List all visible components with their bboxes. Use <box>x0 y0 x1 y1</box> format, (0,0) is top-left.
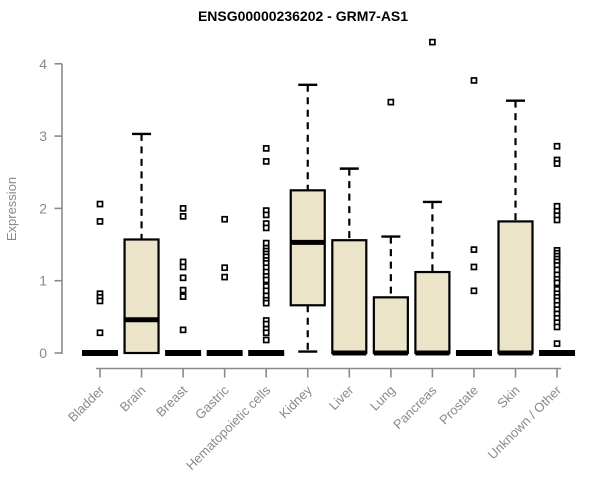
outlier-point <box>262 211 270 219</box>
median-line <box>124 317 159 323</box>
box-liver <box>331 167 368 356</box>
outlier-point <box>179 263 187 271</box>
chart-title: ENSG00000236202 - GRM7-AS1 <box>198 8 408 24</box>
outlier-point <box>553 340 561 347</box>
x-tick-label-bladder: Bladder <box>65 382 108 425</box>
outlier-point <box>262 276 270 284</box>
outlier-point <box>221 215 228 223</box>
iqr-box <box>497 220 534 355</box>
box-unknown-other <box>539 142 576 356</box>
outlier-point <box>179 293 187 300</box>
outlier-point <box>179 326 187 334</box>
outlier-point <box>470 263 478 271</box>
outlier-point <box>262 336 270 344</box>
box-prostate <box>455 77 492 356</box>
outlier-point <box>179 274 187 282</box>
outlier-point <box>387 98 395 106</box>
outlier-point <box>429 38 436 46</box>
median-line <box>498 350 533 356</box>
outlier-point <box>470 246 478 253</box>
outlier-point <box>262 299 270 307</box>
y-tick-label: 2 <box>39 200 47 216</box>
x-tick-label-lung: Lung <box>367 383 398 414</box>
box-brain <box>123 132 160 355</box>
outlier-point <box>470 77 478 84</box>
collapsed-box <box>165 350 202 356</box>
outlier-point <box>553 216 561 224</box>
outlier-point <box>553 279 561 287</box>
x-tick-label-skin: Skin <box>494 383 522 411</box>
iqr-box <box>331 239 368 355</box>
y-axis-label: Expression <box>4 177 19 241</box>
x-tick-label-breast: Breast <box>153 382 190 419</box>
box-hematopoietic-cells <box>248 145 285 356</box>
outlier-point <box>553 160 561 167</box>
x-tick-label-kidney: Kidney <box>276 382 315 421</box>
iqr-box <box>289 189 326 307</box>
box-pancreas <box>414 38 451 356</box>
outlier-point <box>553 323 561 331</box>
outlier-point <box>96 218 104 225</box>
outlier-point <box>179 286 187 294</box>
x-tick-label-liver: Liver <box>326 382 357 413</box>
x-tick-label-prostate: Prostate <box>436 383 481 428</box>
outlier-point <box>179 213 187 220</box>
y-tick-label: 4 <box>39 56 47 72</box>
outlier-point <box>221 273 228 281</box>
iqr-box <box>123 238 160 355</box>
median-line <box>332 350 367 356</box>
x-tick-label-pancreas: Pancreas <box>390 382 440 432</box>
median-line <box>373 350 408 356</box>
box-skin <box>497 99 534 356</box>
outlier-point <box>96 200 104 208</box>
box-breast <box>165 205 202 356</box>
collapsed-box <box>206 350 243 356</box>
collapsed-box <box>82 350 118 356</box>
outlier-point <box>262 145 270 152</box>
outlier-point <box>262 158 270 165</box>
y-tick-label: 0 <box>39 345 47 361</box>
collapsed-box <box>539 350 576 356</box>
median-line <box>415 350 450 356</box>
box-gastric <box>206 215 243 356</box>
y-tick-label: 3 <box>39 128 47 144</box>
x-tick-label-brain: Brain <box>117 383 149 415</box>
x-tick-label-gastric: Gastric <box>192 382 232 422</box>
outlier-point <box>96 297 104 305</box>
x-tick-label-unknown-other: Unknown / Other <box>485 382 565 462</box>
collapsed-box <box>455 350 492 356</box>
box-lung <box>372 98 409 356</box>
box-bladder <box>82 200 118 356</box>
collapsed-box <box>248 350 285 356</box>
y-tick-label: 1 <box>39 273 47 289</box>
outlier-point <box>221 264 228 272</box>
box-kidney <box>289 83 326 353</box>
iqr-box <box>372 296 409 355</box>
iqr-box <box>414 270 451 355</box>
outlier-point <box>262 224 270 232</box>
outlier-point <box>96 329 104 337</box>
outlier-point <box>179 205 187 212</box>
median-line <box>290 239 325 245</box>
outlier-point <box>553 142 561 150</box>
outlier-point <box>470 287 478 295</box>
outlier-point <box>262 329 270 337</box>
